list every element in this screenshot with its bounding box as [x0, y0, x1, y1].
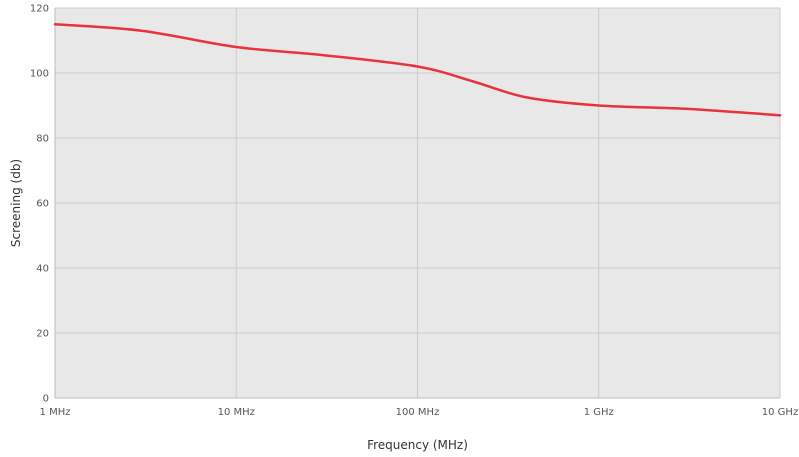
x-tick-label: 1 MHz	[40, 407, 71, 418]
y-tick-label: 100	[30, 69, 49, 80]
y-tick-label: 40	[36, 264, 49, 275]
x-tick-label: 100 MHz	[396, 407, 440, 418]
y-tick-label: 20	[36, 329, 49, 340]
series-layer	[53, 23, 782, 117]
x-tick-label: 10 MHz	[218, 407, 255, 418]
x-axis-title: Frequency (MHz)	[367, 438, 468, 452]
y-axis-title: Screening (db)	[9, 159, 23, 247]
y-tick-label: 80	[36, 134, 49, 145]
axes: 0 20 40 60 80 100 120 1 MHz 10 MHz 100 MHz 1 GHz 10…	[30, 4, 798, 419]
x-tick-label: 1 GHz	[584, 407, 614, 418]
y-tick-label: 0	[43, 394, 49, 405]
series-line	[53, 23, 782, 117]
y-tick-label: 120	[30, 4, 49, 15]
x-tick-label: 10 GHz	[762, 407, 798, 418]
y-tick-label: 60	[36, 199, 49, 210]
